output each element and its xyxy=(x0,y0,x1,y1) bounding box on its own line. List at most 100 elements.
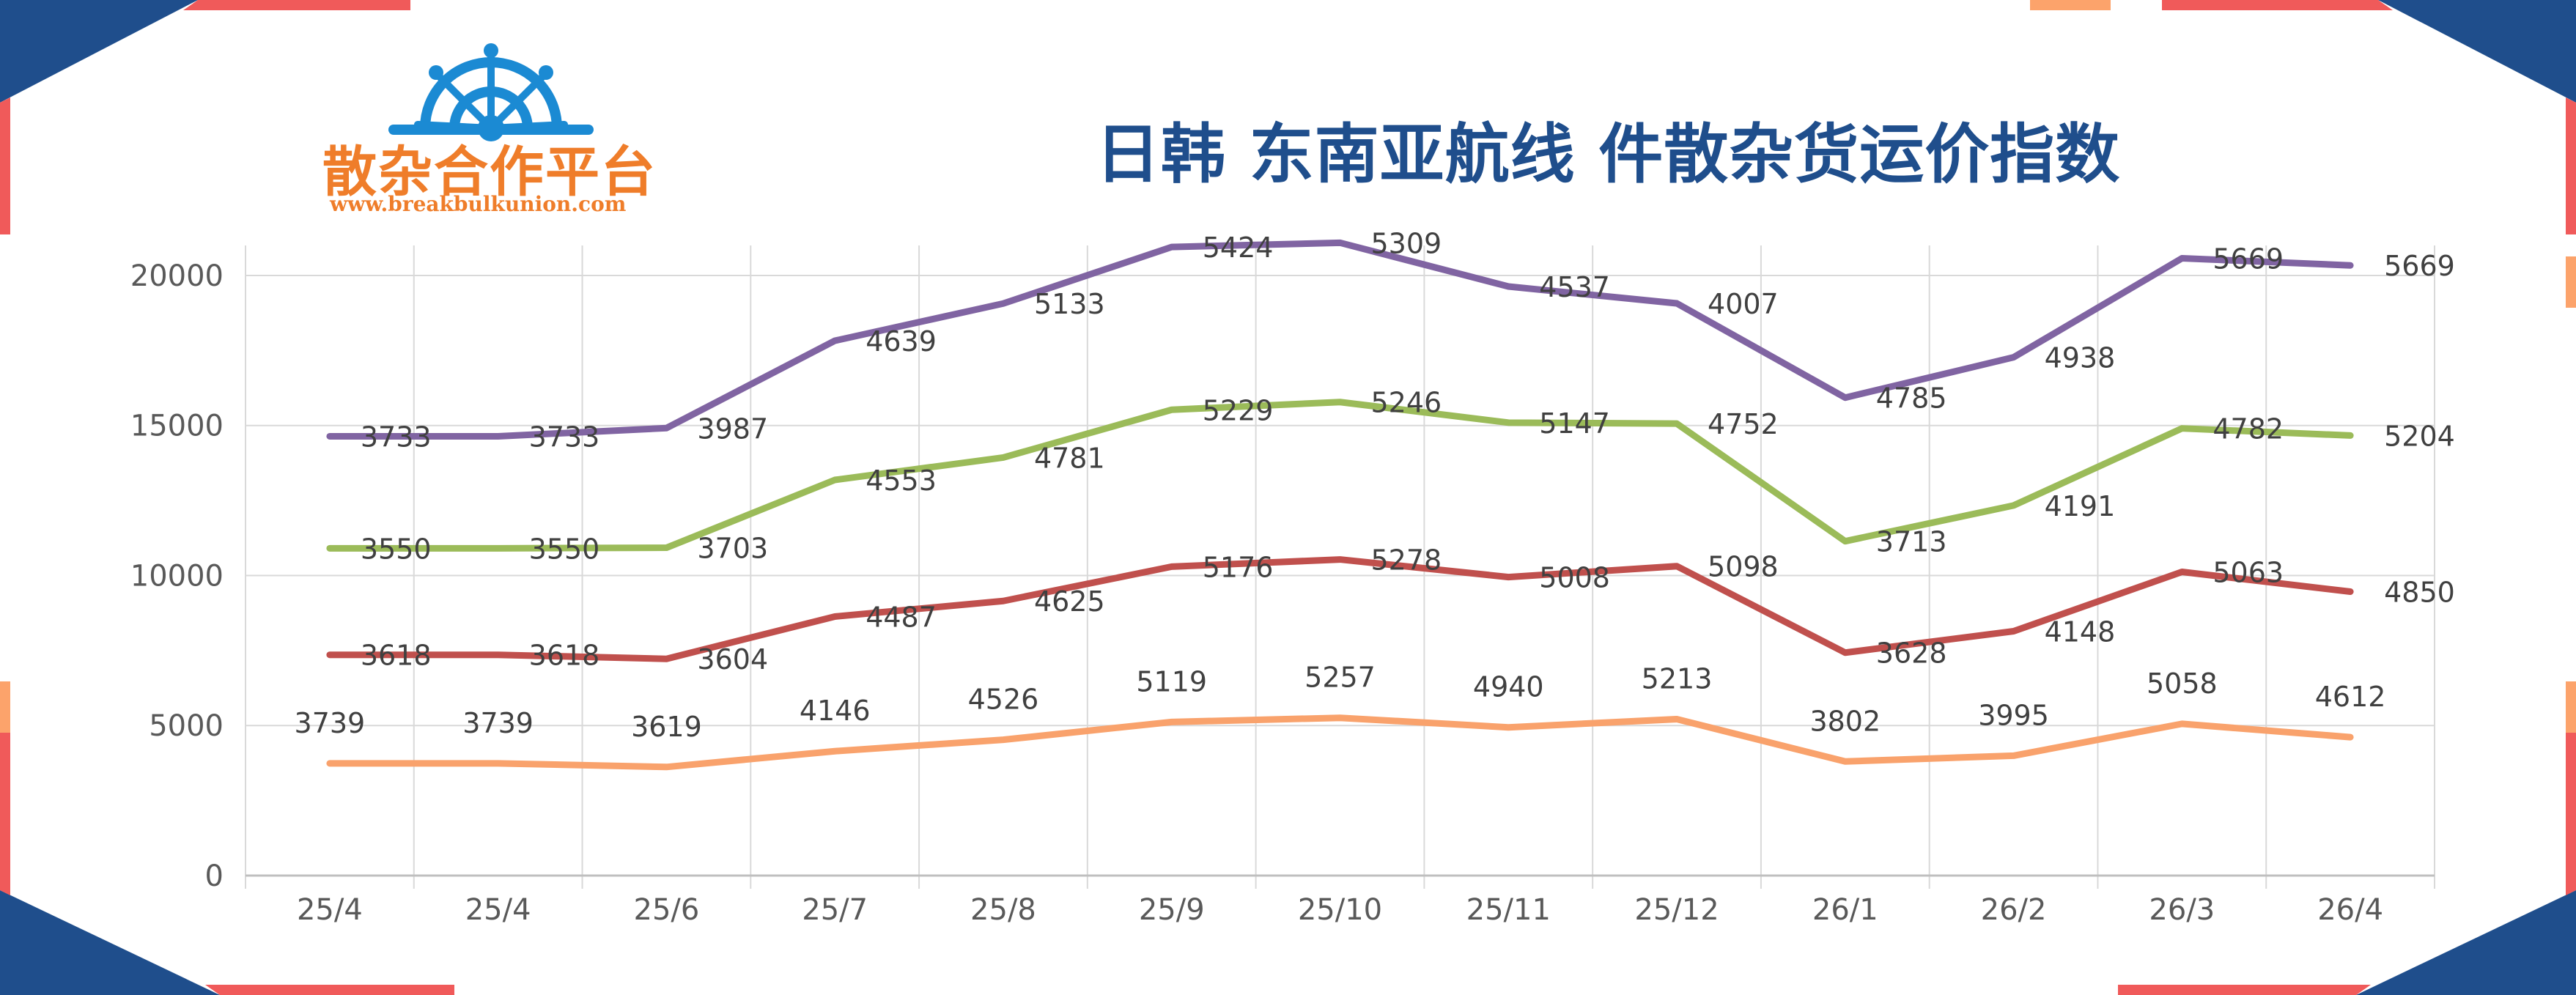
series-4-point xyxy=(328,435,331,437)
series-4-point xyxy=(2012,356,2015,358)
series-2-point xyxy=(1170,566,1173,568)
series-4-point xyxy=(2350,265,2352,267)
series-4-point xyxy=(1170,246,1173,248)
series-1-point xyxy=(1676,718,1678,720)
frame-band-left-bottom xyxy=(0,725,10,895)
series-1-point xyxy=(2181,722,2183,725)
series-2-point xyxy=(665,658,668,660)
data-label: 4938 xyxy=(2045,342,2116,374)
data-label: 3619 xyxy=(631,711,702,743)
frame-band-right-bottom xyxy=(2566,725,2576,895)
frame-corner-top-left xyxy=(0,0,198,103)
data-label: 3995 xyxy=(1978,699,2049,731)
data-label: 3703 xyxy=(697,533,768,565)
series-1-point xyxy=(834,750,836,752)
series-3-point xyxy=(1339,401,1341,403)
chart-title: 日韩 东南亚航线 件散杂货运价指数 xyxy=(1096,116,2121,192)
series-1-point xyxy=(2012,755,2015,757)
y-tick-label: 5000 xyxy=(149,709,224,743)
data-label: 3550 xyxy=(529,533,600,565)
data-label: 3604 xyxy=(697,643,768,676)
series-2-point xyxy=(1676,565,1678,567)
series-lines xyxy=(326,239,2354,771)
data-label: 4553 xyxy=(866,465,937,497)
series-3-point xyxy=(2012,504,2015,506)
series-1-point xyxy=(1844,761,1846,763)
series-line-3 xyxy=(326,399,2354,552)
data-label: 5669 xyxy=(2384,250,2455,282)
data-label: 4526 xyxy=(968,684,1039,716)
frame-corner-bottom-right xyxy=(2356,890,2576,995)
series-line-4 xyxy=(326,239,2354,440)
frame-band-top-left xyxy=(183,0,410,10)
series-3-point xyxy=(2181,427,2183,429)
series-2-point xyxy=(1507,576,1510,578)
data-label: 5229 xyxy=(1203,394,1274,426)
x-tick-label: 26/3 xyxy=(2149,893,2215,927)
frame-band-bottom-right xyxy=(2118,985,2371,995)
series-4-point xyxy=(1339,242,1341,244)
y-tick-label: 10000 xyxy=(130,559,224,593)
series-3-point xyxy=(2350,434,2352,437)
series-4-point xyxy=(834,340,836,342)
series-2-point xyxy=(834,615,836,618)
series-4-point xyxy=(1844,396,1846,399)
data-label: 5008 xyxy=(1539,562,1610,594)
data-label: 3733 xyxy=(529,421,600,453)
logo-url: www.breakbulkunion.com xyxy=(330,192,627,216)
data-label: 5098 xyxy=(1708,551,1779,583)
x-tick-label: 25/7 xyxy=(802,893,868,927)
x-tick-label: 25/4 xyxy=(465,893,531,927)
series-3-point xyxy=(665,547,668,549)
data-label: 3987 xyxy=(697,413,768,445)
series-1-point xyxy=(1507,726,1510,728)
x-tick-label: 25/6 xyxy=(634,893,700,927)
series-3-point xyxy=(1676,423,1678,425)
data-label: 4752 xyxy=(1708,408,1779,440)
x-tick-label: 26/1 xyxy=(1812,893,1878,927)
series-2-point xyxy=(1339,558,1341,561)
series-3-point xyxy=(1002,456,1004,459)
axes: 0 5000 10000 15000 20000 25/4 25/4 25/6 25/7 25/8… xyxy=(130,259,2435,927)
data-label: 4487 xyxy=(866,601,937,633)
logo-wordmark: 散杂合作平台 xyxy=(322,141,657,204)
data-label: 3618 xyxy=(361,640,432,672)
data-label: 5133 xyxy=(1034,288,1105,320)
data-label: 4625 xyxy=(1034,585,1105,618)
frame-band-left-orange xyxy=(0,681,10,733)
series-1-point xyxy=(328,762,331,764)
series-4-point xyxy=(2181,257,2183,259)
data-label: 5119 xyxy=(1136,665,1207,698)
series-2-point xyxy=(2181,571,2183,573)
data-label: 5278 xyxy=(1371,544,1442,577)
data-labels: 3739 3739 3619 4146 4526 5119 5257 4940 5213 3802… xyxy=(295,227,2455,742)
frame-band-bottom-left xyxy=(205,985,454,995)
frame-band-top-right-orange xyxy=(2030,0,2111,10)
y-tick-label: 15000 xyxy=(130,410,224,443)
data-label: 4146 xyxy=(800,695,871,727)
series-4-point xyxy=(1002,303,1004,305)
series-2-point xyxy=(2350,591,2352,593)
x-tick-label: 25/9 xyxy=(1139,893,1205,927)
series-2-point xyxy=(328,654,331,656)
data-label: 5246 xyxy=(1371,387,1442,419)
data-label: 4007 xyxy=(1708,288,1779,320)
data-label: 5147 xyxy=(1539,407,1610,440)
ship-wheel-logo-icon xyxy=(388,43,594,141)
y-tick-label: 0 xyxy=(205,859,224,893)
frame-band-right-orange-low xyxy=(2566,681,2576,733)
y-tick-label: 20000 xyxy=(130,259,224,293)
data-label: 3618 xyxy=(529,640,600,672)
x-tick-label: 25/8 xyxy=(970,893,1036,927)
series-2-point xyxy=(1002,600,1004,602)
data-label: 5058 xyxy=(2147,667,2218,700)
x-tick-label: 25/10 xyxy=(1298,893,1382,927)
series-1-point xyxy=(665,766,668,768)
data-label: 5213 xyxy=(1642,663,1713,695)
series-3-point xyxy=(497,547,499,550)
data-label: 5204 xyxy=(2384,420,2455,452)
data-label: 3739 xyxy=(295,707,366,739)
data-label: 5257 xyxy=(1304,662,1376,694)
